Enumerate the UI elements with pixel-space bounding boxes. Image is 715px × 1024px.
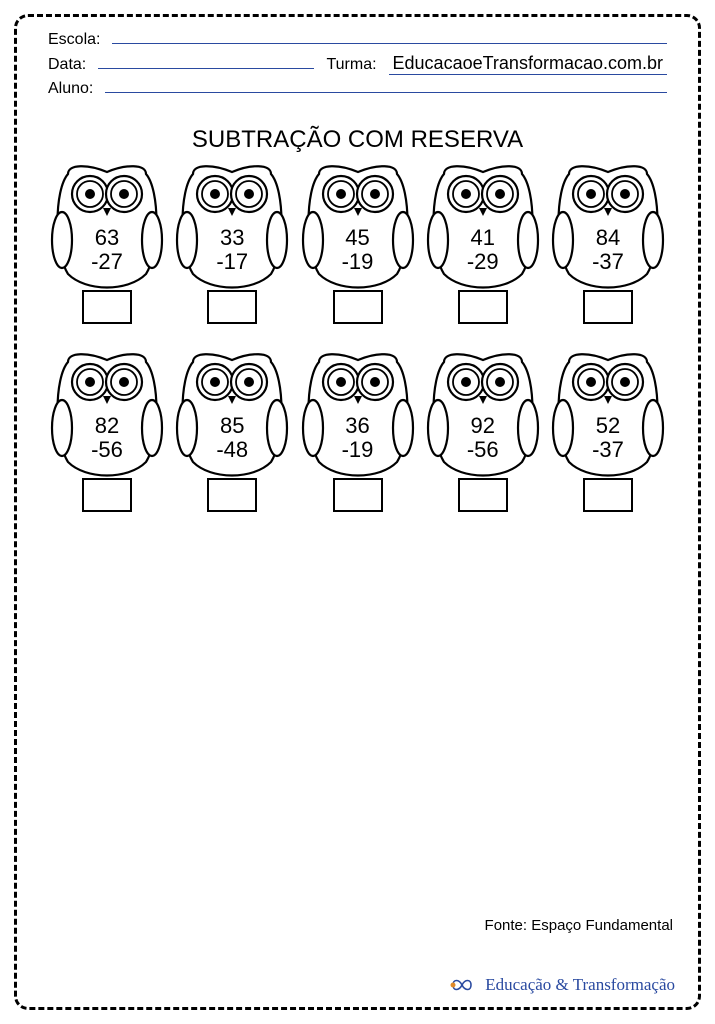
- site-url: EducacaoeTransformacao.com.br: [389, 53, 667, 75]
- subtrahend: -37: [549, 250, 667, 274]
- label-turma: Turma:: [326, 56, 376, 74]
- row-escola: Escola:: [48, 30, 667, 49]
- problem: 85 -48: [173, 414, 291, 462]
- minuend: 33: [173, 226, 291, 250]
- owl-item: 45 -19: [299, 162, 417, 324]
- subtrahend: -17: [173, 250, 291, 274]
- subtrahend: -56: [424, 438, 542, 462]
- minuend: 92: [424, 414, 542, 438]
- answer-box[interactable]: [82, 478, 132, 512]
- row-data-turma: Data: Turma: EducacaoeTransformacao.com.…: [48, 53, 667, 75]
- minuend: 45: [299, 226, 417, 250]
- line-escola[interactable]: [112, 30, 667, 44]
- problem: 63 -27: [48, 226, 166, 274]
- owl-item: 85 -48: [173, 350, 291, 512]
- worksheet-page: Escola: Data: Turma: EducacaoeTransforma…: [0, 0, 715, 1024]
- answer-box[interactable]: [583, 290, 633, 324]
- owl-item: 63 -27: [48, 162, 166, 324]
- problem: 45 -19: [299, 226, 417, 274]
- minuend: 85: [173, 414, 291, 438]
- worksheet-title: SUBTRAÇÃO COM RESERVA: [28, 126, 687, 154]
- subtrahend: -29: [424, 250, 542, 274]
- minuend: 84: [549, 226, 667, 250]
- subtrahend: -48: [173, 438, 291, 462]
- owl-item: 41 -29: [424, 162, 542, 324]
- minuend: 63: [48, 226, 166, 250]
- footer-text: Educação & Transformação: [485, 975, 675, 995]
- answer-box[interactable]: [458, 478, 508, 512]
- problem: 52 -37: [549, 414, 667, 462]
- owl-item: 36 -19: [299, 350, 417, 512]
- answer-box[interactable]: [583, 478, 633, 512]
- answer-box[interactable]: [207, 290, 257, 324]
- minuend: 36: [299, 414, 417, 438]
- problem: 92 -56: [424, 414, 542, 462]
- subtrahend: -37: [549, 438, 667, 462]
- subtrahend: -19: [299, 438, 417, 462]
- owl-row-1: 63 -27 33 -17: [28, 162, 687, 324]
- minuend: 52: [549, 414, 667, 438]
- label-escola: Escola:: [48, 31, 100, 49]
- answer-box[interactable]: [207, 478, 257, 512]
- owl-row-2: 82 -56 85 -48: [28, 350, 687, 512]
- label-data: Data:: [48, 56, 86, 74]
- footer-brand: Educação & Transformação: [447, 974, 675, 996]
- owl-item: 82 -56: [48, 350, 166, 512]
- row-aluno: Aluno:: [48, 79, 667, 98]
- problem: 84 -37: [549, 226, 667, 274]
- owl-item: 84 -37: [549, 162, 667, 324]
- owl-item: 92 -56: [424, 350, 542, 512]
- owl-item: 33 -17: [173, 162, 291, 324]
- line-data[interactable]: [98, 55, 314, 69]
- source-credit: Fonte: Espaço Fundamental: [485, 917, 673, 934]
- answer-box[interactable]: [82, 290, 132, 324]
- problem: 33 -17: [173, 226, 291, 274]
- owl-item: 52 -37: [549, 350, 667, 512]
- answer-box[interactable]: [333, 478, 383, 512]
- problem: 41 -29: [424, 226, 542, 274]
- label-aluno: Aluno:: [48, 80, 93, 98]
- subtrahend: -27: [48, 250, 166, 274]
- answer-box[interactable]: [333, 290, 383, 324]
- infinity-icon: [447, 974, 477, 996]
- line-aluno[interactable]: [105, 79, 667, 93]
- problem: 36 -19: [299, 414, 417, 462]
- minuend: 82: [48, 414, 166, 438]
- answer-box[interactable]: [458, 290, 508, 324]
- minuend: 41: [424, 226, 542, 250]
- subtrahend: -56: [48, 438, 166, 462]
- subtrahend: -19: [299, 250, 417, 274]
- problem: 82 -56: [48, 414, 166, 462]
- header-block: Escola: Data: Turma: EducacaoeTransforma…: [28, 22, 687, 108]
